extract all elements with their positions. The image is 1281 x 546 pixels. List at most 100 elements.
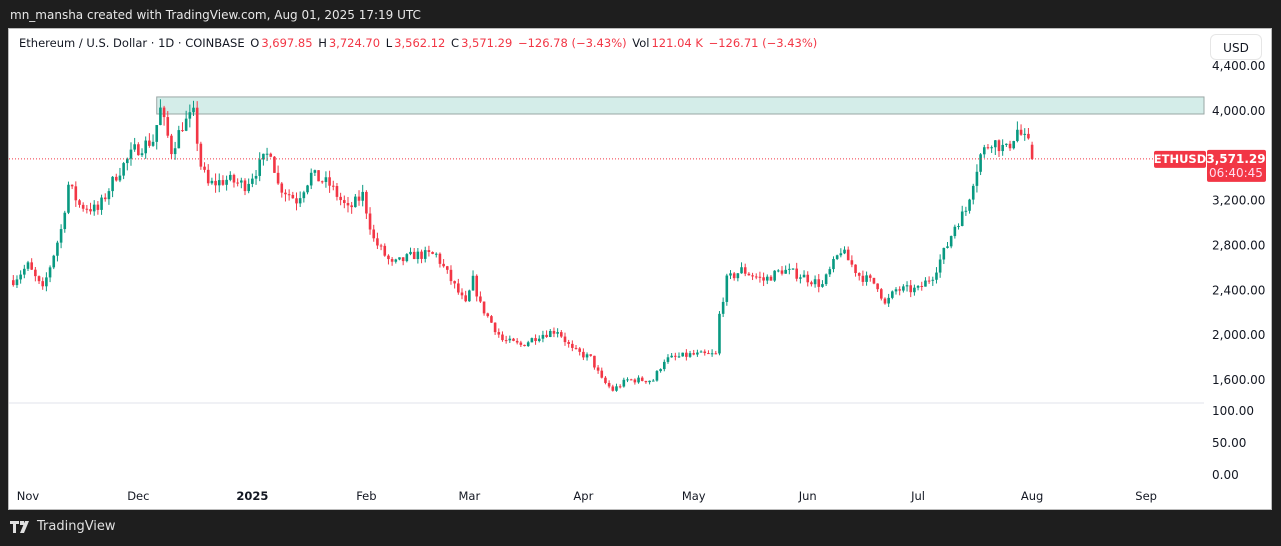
candle-body xyxy=(865,275,868,282)
candle-body xyxy=(23,268,26,275)
candle-body xyxy=(773,270,776,281)
candle-body xyxy=(567,342,570,344)
open-value: 3,697.85 xyxy=(261,36,313,50)
candle-body xyxy=(243,180,247,192)
candle-body xyxy=(394,259,398,262)
candle-body xyxy=(982,147,986,155)
resistance-zone xyxy=(156,96,1205,115)
candle-body xyxy=(813,279,817,285)
candle-body xyxy=(206,169,210,184)
candle-body xyxy=(640,377,644,381)
candle-body xyxy=(666,357,670,362)
candle-body xyxy=(195,107,199,144)
candle-body xyxy=(188,112,192,119)
candle-body xyxy=(390,259,394,262)
candle-body xyxy=(15,279,19,286)
candle-body xyxy=(232,174,236,183)
candle-body xyxy=(258,159,262,176)
candle-body xyxy=(170,135,173,155)
currency-button[interactable]: USD xyxy=(1210,34,1262,60)
candle-body xyxy=(295,198,298,204)
candle-body xyxy=(670,355,673,358)
price-tick-label: 2,800.00 xyxy=(1212,238,1265,252)
candle-body xyxy=(729,273,732,276)
candle-body xyxy=(721,301,725,314)
candle-body xyxy=(343,200,346,204)
candle-body xyxy=(902,286,905,291)
chart-caption: mn_mansha created with TradingView.com, … xyxy=(10,8,421,22)
candle-body xyxy=(434,253,438,255)
candle-body xyxy=(854,264,857,274)
candle-body xyxy=(703,351,707,354)
candle-body xyxy=(777,270,780,272)
tradingview-logo[interactable]: TradingView xyxy=(10,519,116,534)
candle-body xyxy=(302,192,306,199)
candle-body xyxy=(674,355,677,357)
candle-body xyxy=(155,125,159,142)
candle-body xyxy=(442,263,445,267)
candle-body xyxy=(883,298,887,304)
candle-body xyxy=(615,386,618,391)
candle-body xyxy=(265,153,269,155)
candle-body xyxy=(427,250,431,252)
candle-body xyxy=(56,242,59,256)
high-label: H xyxy=(318,36,327,50)
candle-body xyxy=(946,246,949,248)
candle-body xyxy=(269,153,273,157)
price-tag-bg xyxy=(1207,149,1266,182)
candle-body xyxy=(379,245,383,247)
candle-body xyxy=(328,177,331,186)
candle-body xyxy=(365,191,368,214)
candle-body xyxy=(1016,129,1019,142)
candle-body xyxy=(795,268,799,279)
candle-body xyxy=(203,166,206,170)
candle-body xyxy=(545,334,548,337)
candle-body xyxy=(618,386,622,388)
volume-tick-label: 100.00 xyxy=(1212,404,1254,418)
candle-body xyxy=(387,255,390,260)
candle-body xyxy=(475,275,479,297)
candle-body xyxy=(284,192,287,195)
candle-body xyxy=(512,338,515,341)
time-tick-label: Jun xyxy=(798,489,817,503)
candle-body xyxy=(320,181,324,183)
candle-body xyxy=(89,209,92,212)
candle-body xyxy=(585,354,589,358)
symbol-title: Ethereum / U.S. Dollar · 1D · COINBASE xyxy=(19,36,245,50)
candle-body xyxy=(214,180,217,186)
candle-body xyxy=(372,229,376,239)
candle-body xyxy=(166,117,170,136)
candle-body xyxy=(34,269,37,277)
candle-body xyxy=(111,176,114,192)
candle-body xyxy=(100,197,103,210)
candle-body xyxy=(769,276,773,281)
candle-body xyxy=(199,143,203,167)
candle-body xyxy=(331,185,335,187)
candle-body xyxy=(225,179,228,185)
candle-body xyxy=(975,171,979,186)
candle-body xyxy=(126,158,129,164)
candle-body xyxy=(725,275,729,302)
candle-body xyxy=(688,353,692,357)
candle-body xyxy=(398,257,401,260)
candle-body xyxy=(578,348,581,352)
candle-body xyxy=(979,154,982,172)
candle-body xyxy=(298,198,302,204)
candle-body xyxy=(26,262,30,269)
candle-body xyxy=(280,183,284,193)
candle-body xyxy=(508,338,512,341)
candle-body xyxy=(868,275,872,278)
candle-body xyxy=(997,140,1001,152)
candle-body xyxy=(541,334,545,339)
time-tick-label: Aug xyxy=(1021,489,1043,503)
candle-body xyxy=(221,180,225,185)
candle-body xyxy=(534,338,537,342)
candle-body xyxy=(412,251,416,260)
candle-body xyxy=(780,270,784,274)
candle-body xyxy=(791,268,795,270)
candle-body xyxy=(63,212,67,230)
candle-body xyxy=(662,361,666,370)
candle-body xyxy=(846,249,850,261)
candle-body xyxy=(254,175,258,179)
